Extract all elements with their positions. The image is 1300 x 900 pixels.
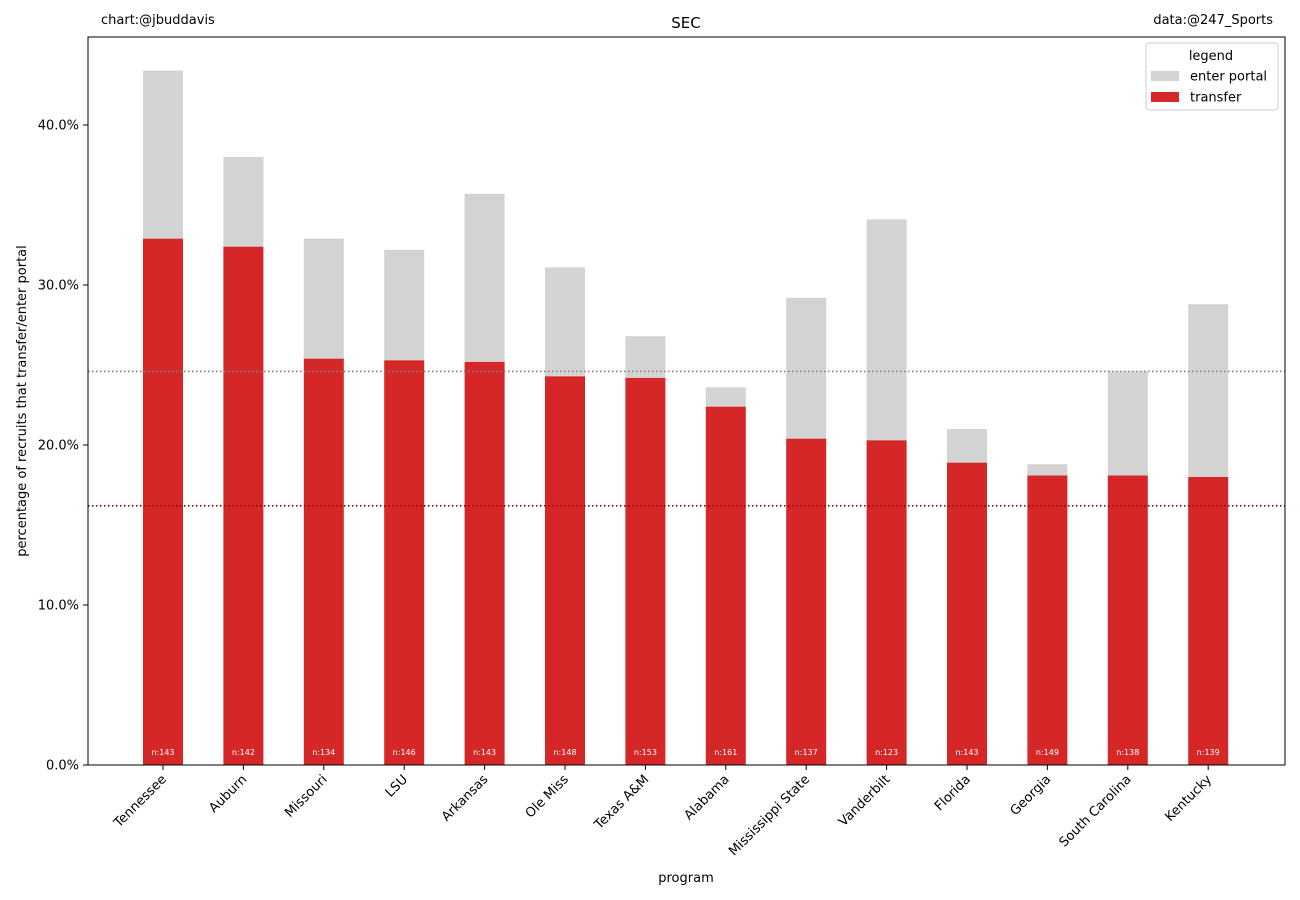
bar-enter-portal — [866, 219, 907, 441]
legend-label: enter portal — [1190, 70, 1267, 85]
x-tick-label: Texas A&M — [591, 772, 652, 833]
y-tick-label: 20.0% — [38, 439, 79, 454]
bar-transfer — [464, 361, 505, 765]
sample-size-label: n:153 — [634, 748, 657, 757]
x-axis-label: program — [658, 871, 714, 886]
bar-transfer — [1107, 475, 1148, 765]
legend-swatch — [1151, 71, 1179, 81]
bar-transfer — [625, 377, 666, 765]
legend: legend enter portal transfer — [1145, 42, 1279, 111]
x-tick-label: Auburn — [206, 772, 250, 816]
sample-size-label: n:149 — [1036, 748, 1059, 757]
bar-transfer — [786, 438, 827, 765]
legend-title: legend — [1189, 49, 1233, 64]
bar-enter-portal — [223, 157, 264, 247]
bar-enter-portal — [786, 297, 827, 439]
sample-label-layer: n:143 n:142 n:134 n:146 n:143 n:148 n:153 n:161… — [151, 748, 1219, 757]
x-axis: Tennessee Auburn Missouri LSU Arkansas Ole Mi… — [111, 765, 1215, 859]
x-tick-label: Ole Miss — [523, 772, 572, 821]
bar-transfer — [866, 440, 907, 765]
y-axis: 0.0% 10.0% 20.0% 30.0% 40.0% — [38, 119, 88, 774]
y-tick-label: 30.0% — [38, 279, 79, 294]
sample-size-label: n:161 — [714, 748, 737, 757]
bar-enter-portal — [1107, 371, 1148, 476]
x-tick-label: Tennessee — [111, 772, 170, 831]
reference-lines — [88, 370, 1285, 507]
x-tick-label: Florida — [932, 772, 974, 814]
bar-transfer — [143, 238, 183, 766]
data-credit: data:@247_Sports — [1153, 13, 1273, 28]
bars-layer — [143, 70, 1229, 766]
bar-enter-portal — [143, 70, 183, 239]
bar-transfer — [705, 406, 746, 765]
sample-size-label: n:143 — [473, 748, 496, 757]
y-tick-label: 10.0% — [38, 599, 79, 614]
sample-size-label: n:123 — [875, 748, 898, 757]
sample-size-label: n:148 — [553, 748, 576, 757]
bar-enter-portal — [705, 387, 746, 407]
x-tick-label: Vanderbilt — [836, 772, 893, 829]
sample-size-label: n:143 — [151, 748, 174, 757]
bar-enter-portal — [1027, 464, 1068, 476]
y-axis-label: percentage of recruits that transfer/ent… — [15, 245, 30, 557]
sample-size-label: n:143 — [955, 748, 978, 757]
x-tick-label: Georgia — [1008, 772, 1055, 819]
x-tick-label: LSU — [383, 772, 411, 800]
chart-title: SEC — [671, 14, 700, 32]
legend-entries: enter portal transfer — [1151, 70, 1267, 106]
bar-enter-portal — [947, 429, 987, 463]
bar-enter-portal — [1188, 304, 1229, 477]
bar-enter-portal — [464, 193, 505, 362]
x-tick-label: Kentucky — [1162, 772, 1215, 825]
sample-size-label: n:146 — [393, 748, 416, 757]
sample-size-label: n:137 — [795, 748, 818, 757]
sample-size-label: n:139 — [1197, 748, 1220, 757]
y-tick-label: 0.0% — [46, 759, 79, 774]
x-tick-label: Mississippi State — [726, 772, 813, 859]
x-tick-label: South Carolina — [1057, 772, 1135, 850]
bar-enter-portal — [303, 238, 344, 359]
x-tick-label: Alabama — [681, 772, 732, 823]
bar-transfer — [1027, 475, 1068, 765]
bar-transfer — [545, 376, 585, 765]
x-tick-label: Arkansas — [439, 772, 492, 825]
legend-swatch — [1151, 92, 1179, 102]
legend-label: transfer — [1190, 91, 1242, 106]
x-tick-label: Missouri — [282, 772, 330, 820]
bar-transfer — [384, 360, 425, 765]
bar-transfer — [1188, 477, 1229, 765]
plot-frame — [87, 36, 1286, 766]
chart-credit: chart:@jbuddavis — [101, 13, 215, 28]
sample-size-label: n:138 — [1116, 748, 1139, 757]
sample-size-label: n:134 — [312, 748, 335, 757]
bar-transfer — [947, 462, 987, 765]
bar-enter-portal — [384, 249, 425, 361]
sample-size-label: n:142 — [232, 748, 255, 757]
y-tick-label: 40.0% — [38, 119, 79, 134]
bar-transfer — [303, 358, 344, 765]
bar-enter-portal — [545, 267, 585, 377]
